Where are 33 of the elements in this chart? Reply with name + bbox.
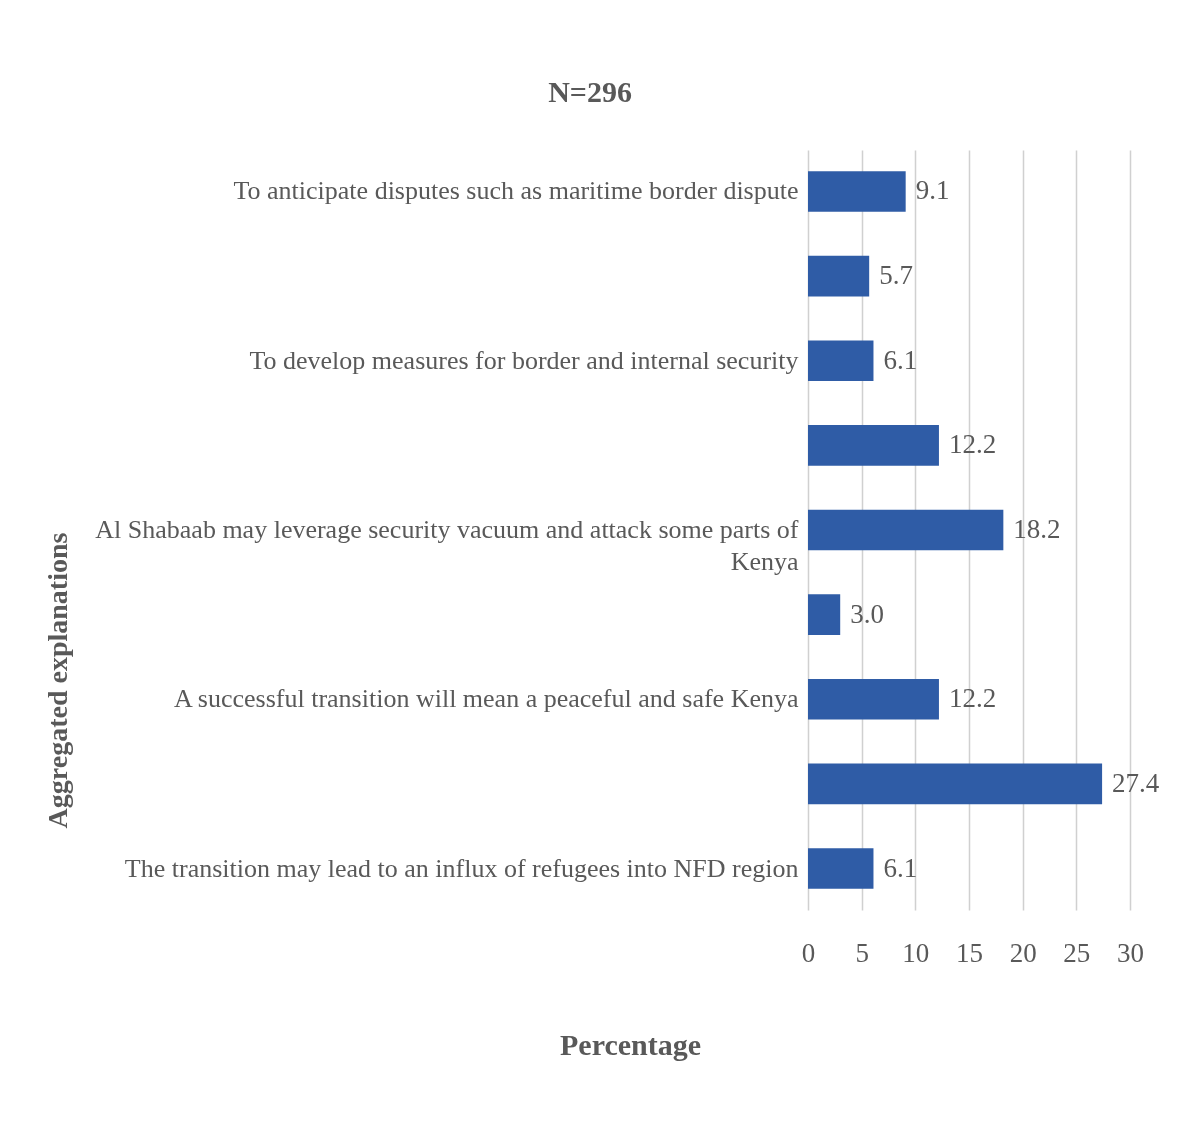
data-label: 27.4 — [1112, 767, 1160, 798]
x-tick-label: 25 — [1063, 937, 1091, 968]
bar — [808, 340, 874, 382]
y-tick-label: The transition may lead to an influx of refugees into NFD region — [124, 853, 799, 883]
y-tick-label: To develop measures for border and internal security — [249, 345, 799, 375]
x-axis-title: Percentage — [559, 1027, 702, 1061]
y-tick-label: To anticipate disputes such as maritime border dispute — [233, 176, 799, 206]
data-label: 12.2 — [948, 429, 997, 460]
data-label: 9.1 — [915, 175, 950, 206]
bar — [808, 763, 1103, 805]
bar — [808, 171, 906, 212]
x-tick-label: 5 — [855, 937, 869, 968]
bar — [808, 594, 841, 635]
x-tick-label: 15 — [956, 937, 983, 968]
data-label: 18.2 — [1013, 514, 1061, 544]
bar — [808, 255, 870, 297]
y-axis-title: Aggregated explanations — [41, 532, 73, 829]
chart-title: N=296 — [548, 75, 632, 108]
y-tick-label: A successful transition will mean a peaceful and safe Kenya — [174, 684, 799, 714]
bar — [808, 848, 874, 889]
bar — [808, 425, 939, 466]
x-tick-label: 30 — [1117, 937, 1144, 968]
x-tick-label: 0 — [801, 937, 816, 968]
x-tick-label: 10 — [902, 937, 930, 968]
x-tick-label: 20 — [1009, 937, 1037, 968]
y-tick-label: Al Shabaab may leverage security vacuum and attack some parts of Kenya — [95, 515, 799, 576]
data-label: 6.1 — [883, 344, 918, 375]
data-label: 6.1 — [883, 852, 918, 883]
data-label: 12.2 — [948, 683, 997, 714]
bar — [808, 678, 939, 720]
data-label: 3.0 — [850, 598, 884, 629]
data-label: 5.7 — [879, 260, 913, 291]
bar — [808, 509, 1004, 551]
